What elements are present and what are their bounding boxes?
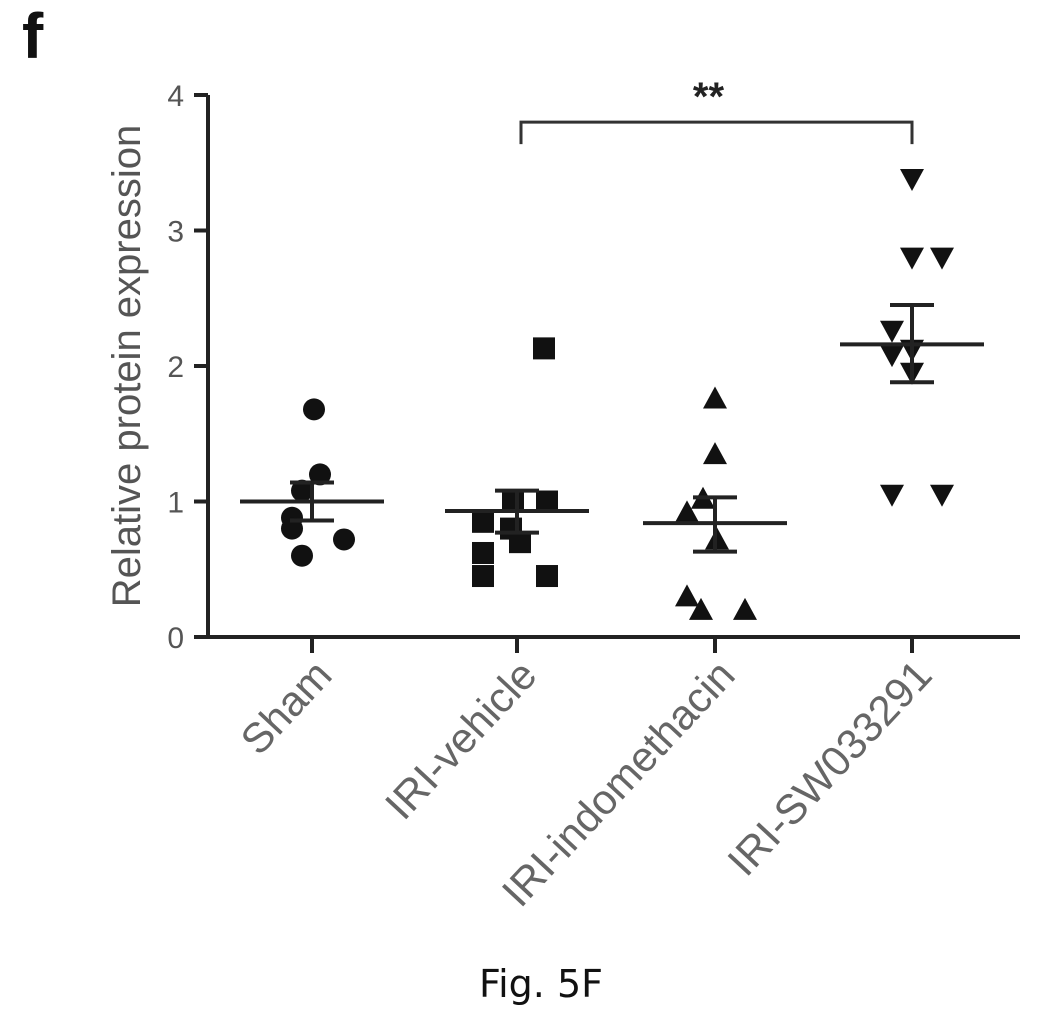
y-axis-title: Relative protein expression bbox=[105, 125, 149, 607]
x-category-label: IRI-SW033291 bbox=[718, 651, 940, 885]
data-point-square bbox=[472, 541, 494, 564]
data-point-triangle-up bbox=[703, 386, 727, 409]
panel-label: f bbox=[22, 0, 44, 72]
y-axis: 0 1 2 3 4 bbox=[167, 80, 210, 655]
significance-bracket bbox=[519, 120, 914, 145]
y-tick-label: 2 bbox=[167, 351, 184, 384]
data-point-triangle-up bbox=[675, 584, 699, 607]
data-point-circle bbox=[291, 479, 313, 502]
y-axis-title-group: Relative protein expression bbox=[105, 125, 149, 607]
mean-sem-bars bbox=[240, 303, 984, 554]
y-tick-label: 4 bbox=[167, 80, 184, 113]
data-point-triangle-down bbox=[880, 320, 904, 343]
significance-annotations: ** bbox=[519, 75, 914, 145]
data-points bbox=[281, 169, 954, 620]
data-point-circle bbox=[333, 528, 355, 551]
data-point-triangle-up bbox=[689, 597, 713, 620]
x-axis bbox=[208, 635, 1020, 653]
data-point-triangle-up bbox=[733, 597, 757, 620]
figure-caption: Fig. 5F bbox=[479, 962, 603, 1006]
data-point-square bbox=[472, 565, 494, 588]
x-category-label: Sham bbox=[231, 651, 340, 763]
y-tick-label: 3 bbox=[167, 216, 184, 249]
data-point-circle bbox=[281, 517, 303, 540]
data-point-triangle-down bbox=[930, 484, 954, 507]
data-point-square bbox=[509, 531, 531, 554]
data-point-triangle-down bbox=[880, 345, 904, 368]
data-point-triangle-down bbox=[900, 247, 924, 270]
y-tick-label: 0 bbox=[167, 622, 184, 655]
y-tick-label: 1 bbox=[167, 487, 184, 520]
data-point-square bbox=[472, 510, 494, 533]
data-point-square bbox=[533, 337, 555, 360]
data-point-square bbox=[536, 490, 558, 513]
data-point-triangle-down bbox=[930, 247, 954, 270]
data-point-circle bbox=[291, 544, 313, 567]
data-point-circle bbox=[303, 398, 325, 421]
data-point-triangle-up bbox=[703, 442, 727, 465]
data-point-circle bbox=[309, 463, 331, 486]
data-point-triangle-down bbox=[880, 484, 904, 507]
data-point-triangle-up bbox=[675, 500, 699, 523]
scatter-chart: 0 1 2 3 4 Relative protein expression ** Sha… bbox=[105, 75, 1020, 915]
x-category-label: IRI-vehicle bbox=[376, 651, 546, 828]
data-point-square bbox=[536, 565, 558, 588]
data-point-triangle-down bbox=[900, 169, 924, 192]
significance-label: ** bbox=[693, 75, 725, 119]
category-labels: Sham IRI-vehicleIRI-indomethacinIRI-SW033… bbox=[231, 651, 940, 915]
